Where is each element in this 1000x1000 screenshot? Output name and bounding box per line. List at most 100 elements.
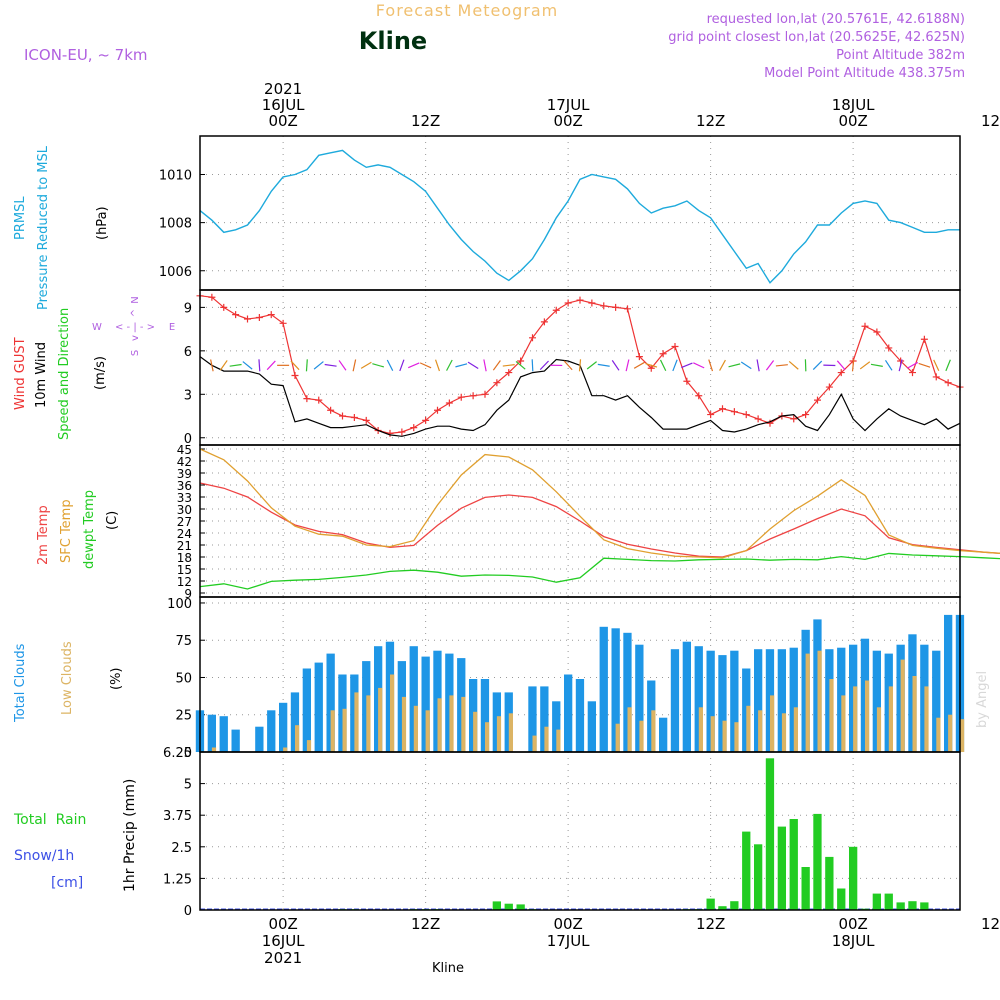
low-cloud-bar (734, 722, 739, 752)
wind-gust-marker (267, 311, 275, 319)
wind-ytick-label: 6 (184, 345, 192, 360)
temperature-ytick-label: 36 (177, 479, 192, 493)
low-cloud-bar (722, 720, 727, 752)
total-cloud-bar (623, 632, 632, 752)
total-cloud-bar (540, 686, 549, 752)
wind-gust-marker (422, 416, 430, 424)
time-label-top: 00Z (268, 112, 297, 130)
wind-ytick-label: 0 (184, 432, 192, 447)
total-cloud-bar (397, 661, 406, 752)
total-cloud-bar (872, 650, 881, 752)
plot-layer: 202116JUL00Z00Z16JUL202112Z12Z17JUL00Z00… (159, 80, 1000, 967)
precip-bar (908, 901, 917, 910)
low-cloud-bar (508, 713, 513, 753)
pressure-line (199, 149, 960, 284)
time-label-top: 2021 (264, 80, 302, 98)
low-cloud-bar (936, 717, 941, 752)
wind-direction-arrow (229, 363, 242, 367)
pressure-unit: (hPa) (95, 206, 110, 240)
low-cloud-bar (888, 686, 893, 752)
wind-direction-arrow (933, 359, 940, 372)
wind-direction-arrow (352, 359, 357, 372)
temp-unit: (C) (105, 511, 120, 530)
wind-direction-arrow (756, 359, 760, 372)
precip-bar (718, 906, 727, 910)
total-cloud-bar (884, 653, 893, 752)
wind-gust-marker (790, 415, 798, 423)
wind-gust-marker (398, 428, 406, 436)
wind-direction-arrow (672, 359, 678, 372)
precip-ytick-label: 5 (184, 778, 192, 793)
wind-direction-arrow (266, 360, 276, 371)
precip-panel-labels: Total Rain Snow/1h [cm] 1hr Precip (mm) (13, 779, 138, 892)
sfc-temp-line (199, 448, 1000, 559)
low-cloud-bar (781, 713, 787, 753)
t2m-line (199, 482, 1000, 558)
wind-direction-arrow (338, 360, 347, 371)
total-cloud-bar (670, 649, 680, 752)
precip-bar (813, 813, 822, 910)
wind-direction-arrow (788, 360, 799, 370)
time-label-bottom: 12Z (696, 915, 725, 933)
total-cloud-bar (255, 726, 264, 752)
wind-direction-arrow (859, 361, 871, 370)
low-cloud-bar (378, 687, 383, 752)
wind-direction-arrow (419, 362, 432, 369)
model-altitude: Model Point Altitude 438.375m (764, 66, 965, 81)
total-cloud-bar (706, 650, 715, 752)
footer-location: Kline (432, 961, 464, 976)
time-label-top: 17JUL (547, 96, 590, 114)
total-cloud-bar (338, 674, 347, 752)
pressure-label-prmsl: PRMSL (13, 196, 28, 240)
wind-gust-marker (635, 353, 643, 361)
time-label-top: 16JUL (262, 96, 305, 114)
wind-panel-labels: Wind GUST 10m Wind Speed and Direction (… (13, 296, 175, 440)
time-label-top: 00Z (838, 112, 867, 130)
wind-gust-marker (659, 350, 667, 358)
precip-ytick-label: 0 (184, 904, 192, 919)
total-cloud-bar (445, 653, 454, 752)
wind-direction-arrow (836, 360, 846, 371)
total-cloud-bar (362, 661, 371, 752)
compass-ns-bot: v (130, 335, 141, 341)
total-cloud-bar (860, 638, 870, 752)
wind-direction-arrow (455, 363, 468, 368)
wind-direction-arrow (219, 360, 228, 371)
total-cloud-bar (682, 641, 691, 752)
temperature-ytick-label: 24 (177, 527, 192, 541)
time-label-bottom: 12Z (411, 915, 440, 933)
wind-gust-marker (540, 318, 548, 326)
total-cloud-bar (789, 647, 798, 752)
wind-gust-marker (671, 342, 679, 350)
total-cloud-bar (754, 649, 763, 752)
low-cloud-bar (853, 686, 858, 752)
product-title: Forecast Meteogram (376, 1, 558, 20)
low-cloud-bar (639, 720, 644, 752)
low-cloud-bar (912, 676, 917, 752)
total-cloud-bar (647, 680, 656, 752)
point-altitude: Point Altitude 382m (836, 48, 965, 63)
wind-direction-arrow (918, 362, 931, 368)
precip-bar (789, 819, 798, 910)
low-cloud-bar (449, 695, 454, 752)
pressure-label-desc: Pressure Reduced to MSL (36, 145, 51, 310)
precip-bar (825, 856, 834, 910)
wind-gust-marker (434, 406, 441, 414)
wind-direction-arrow (531, 359, 534, 372)
low-cloud-bar (390, 674, 395, 752)
low-cloud-bar (473, 711, 478, 752)
total-cloud-bar (908, 634, 917, 752)
low-cloud-bar (354, 692, 359, 752)
wind-gust-marker (909, 369, 916, 377)
total-cloud-bar (635, 644, 644, 752)
total-cloud-bar (279, 702, 288, 752)
precip-bar (777, 826, 786, 910)
wind-gust-marker (362, 416, 370, 424)
low-cloud-bar (366, 695, 371, 752)
wind-gust-marker (932, 373, 940, 381)
temperature-ytick-label: 45 (177, 443, 192, 457)
low-cloud-bar (758, 710, 763, 752)
low-cloud-bar (817, 650, 822, 752)
total-cloud-bar (504, 692, 513, 752)
location-title: Kline (359, 27, 427, 55)
